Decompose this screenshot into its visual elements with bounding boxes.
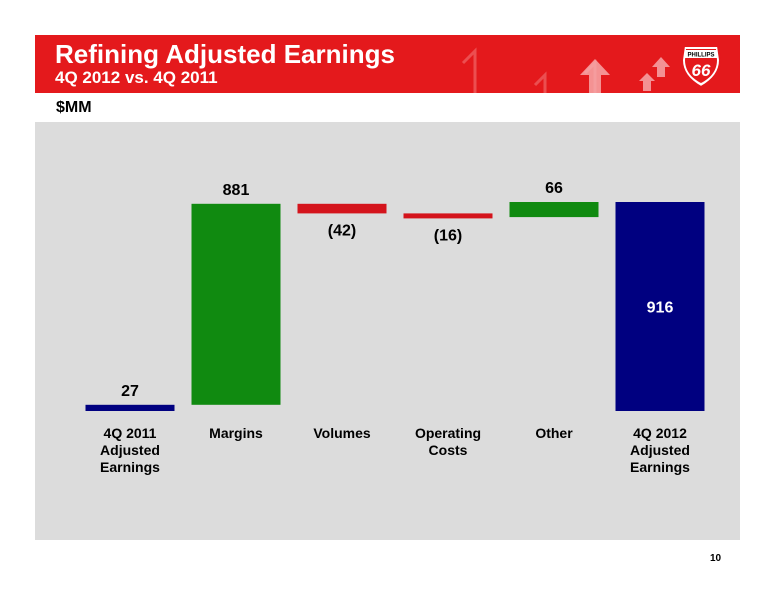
- bar-value-label-6: 916: [647, 300, 674, 317]
- title-banner: Refining Adjusted Earnings 4Q 2012 vs. 4…: [35, 35, 740, 93]
- category-label-2: Margins: [209, 425, 263, 441]
- bar-value-label-5: 66: [545, 180, 563, 197]
- page-number: 10: [710, 553, 722, 564]
- bar-1: [85, 404, 175, 411]
- bar-value-label-3: (42): [328, 222, 356, 239]
- chart-canvas: 27 4Q 2011 Adjusted Earnings 881 Margins (42) V…: [85, 180, 705, 475]
- category-label-3: Volumes: [313, 425, 371, 441]
- bar-value-label-2: 881: [223, 182, 250, 199]
- bar-2: [191, 203, 281, 405]
- page-subtitle: 4Q 2012 vs. 4Q 2011: [55, 68, 218, 87]
- bar-6: [615, 202, 705, 411]
- bar-value-label-1: 27: [121, 383, 139, 400]
- bar-4: [403, 213, 493, 219]
- svg-text:PHILLIPS: PHILLIPS: [687, 53, 714, 59]
- phillips-66-logo-icon: PHILLIPS 66: [680, 45, 722, 89]
- category-label-1: 4Q 2011 Adjusted Earnings: [100, 425, 160, 475]
- category-label-6: 4Q 2012 Adjusted Earnings: [630, 425, 690, 475]
- svg-text:66: 66: [692, 61, 711, 80]
- bar-5: [509, 202, 599, 218]
- page-title: Refining Adjusted Earnings: [55, 39, 395, 69]
- category-label-5: Other: [535, 425, 573, 441]
- bar-value-label-4: (16): [434, 227, 462, 244]
- bar-3: [297, 203, 387, 214]
- category-label-4: Operating Costs: [415, 425, 481, 458]
- arrow-decoration-icon: [461, 47, 670, 93]
- waterfall-chart: 27 4Q 2011 Adjusted Earnings 881 Margins (42) V…: [35, 122, 740, 540]
- unit-label: $MM: [56, 99, 92, 116]
